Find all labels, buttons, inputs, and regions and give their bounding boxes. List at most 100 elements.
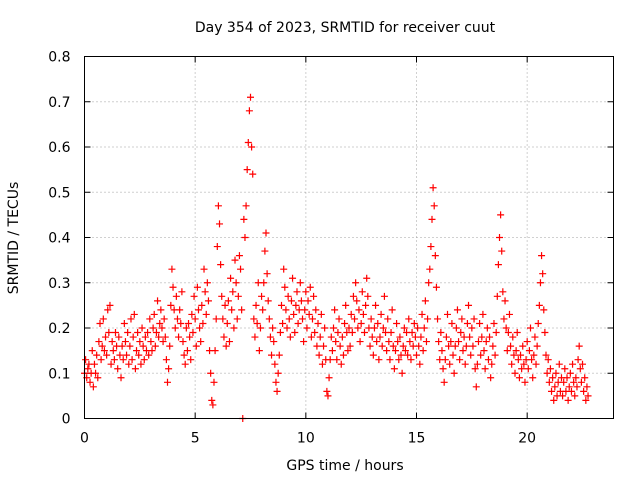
data-point bbox=[258, 292, 266, 300]
data-point bbox=[484, 356, 492, 364]
data-point bbox=[232, 279, 240, 287]
data-point bbox=[526, 324, 534, 332]
data-point bbox=[380, 292, 388, 300]
data-point bbox=[262, 229, 270, 237]
data-point bbox=[416, 360, 424, 368]
data-point bbox=[279, 319, 287, 327]
data-point bbox=[457, 329, 465, 337]
data-point bbox=[334, 329, 342, 337]
data-point bbox=[331, 306, 339, 314]
data-point bbox=[500, 315, 508, 323]
data-point bbox=[564, 396, 572, 404]
data-point bbox=[514, 356, 522, 364]
data-point bbox=[141, 333, 149, 341]
data-point bbox=[103, 351, 111, 359]
x-tick-label: 5 bbox=[191, 431, 200, 447]
data-point bbox=[148, 347, 156, 355]
data-point bbox=[134, 329, 142, 337]
data-point bbox=[346, 342, 354, 350]
data-point bbox=[286, 333, 294, 341]
data-point bbox=[467, 351, 475, 359]
data-point bbox=[178, 288, 186, 296]
data-point bbox=[311, 329, 319, 337]
data-point bbox=[187, 356, 195, 364]
data-point bbox=[273, 387, 281, 395]
data-point bbox=[549, 374, 557, 382]
data-point bbox=[429, 184, 437, 192]
data-point bbox=[583, 383, 591, 391]
data-point bbox=[398, 369, 406, 377]
data-point bbox=[543, 369, 551, 377]
data-point bbox=[247, 93, 255, 101]
data-point bbox=[193, 283, 201, 291]
data-point bbox=[301, 306, 309, 314]
data-point bbox=[94, 374, 102, 382]
data-point bbox=[105, 329, 113, 337]
data-point bbox=[472, 383, 480, 391]
data-point bbox=[328, 347, 336, 355]
data-point bbox=[252, 301, 260, 309]
data-point bbox=[224, 297, 232, 305]
data-point bbox=[494, 261, 502, 269]
data-point bbox=[225, 338, 233, 346]
data-point bbox=[149, 324, 157, 332]
data-point bbox=[89, 383, 97, 391]
data-point bbox=[84, 365, 92, 373]
data-point bbox=[342, 301, 350, 309]
data-point bbox=[560, 378, 568, 386]
data-point bbox=[394, 338, 402, 346]
data-point bbox=[210, 378, 218, 386]
data-point bbox=[435, 338, 443, 346]
data-point bbox=[531, 333, 539, 341]
data-point bbox=[310, 292, 318, 300]
data-point bbox=[567, 387, 575, 395]
data-point bbox=[580, 387, 588, 395]
data-point bbox=[159, 338, 167, 346]
data-point bbox=[395, 356, 403, 364]
data-point bbox=[146, 315, 154, 323]
data-point bbox=[102, 333, 110, 341]
data-point bbox=[461, 360, 469, 368]
data-point bbox=[294, 319, 302, 327]
data-point bbox=[496, 234, 504, 241]
data-point bbox=[535, 301, 543, 309]
data-point bbox=[292, 301, 300, 309]
data-point bbox=[332, 338, 340, 346]
data-point bbox=[168, 265, 176, 273]
data-point bbox=[463, 319, 471, 327]
data-point bbox=[245, 107, 253, 115]
data-point bbox=[305, 310, 313, 318]
y-tick-label: 0.7 bbox=[48, 95, 70, 111]
data-point bbox=[249, 170, 257, 178]
data-point bbox=[261, 247, 269, 255]
data-point bbox=[312, 306, 320, 314]
data-point bbox=[482, 338, 490, 346]
data-point bbox=[437, 329, 445, 337]
data-point bbox=[299, 315, 307, 323]
data-point bbox=[130, 310, 138, 318]
data-point bbox=[326, 356, 334, 364]
data-point bbox=[248, 143, 256, 151]
data-point bbox=[551, 383, 559, 391]
data-point bbox=[110, 356, 118, 364]
data-point bbox=[401, 347, 409, 355]
data-point bbox=[308, 315, 316, 323]
data-point bbox=[147, 338, 155, 346]
data-point bbox=[223, 319, 231, 327]
data-point bbox=[176, 306, 184, 314]
data-point bbox=[341, 319, 349, 327]
data-point bbox=[504, 329, 512, 337]
data-point bbox=[375, 356, 383, 364]
data-point bbox=[127, 315, 135, 323]
x-tick-label: 0 bbox=[80, 431, 89, 447]
data-point bbox=[270, 338, 278, 346]
data-point bbox=[344, 347, 352, 355]
data-point bbox=[194, 306, 202, 314]
data-point bbox=[390, 365, 398, 373]
data-point bbox=[259, 306, 267, 314]
data-point bbox=[218, 292, 226, 300]
data-point bbox=[456, 356, 464, 364]
data-point bbox=[462, 342, 470, 350]
data-point bbox=[136, 338, 144, 346]
data-point bbox=[181, 360, 189, 368]
